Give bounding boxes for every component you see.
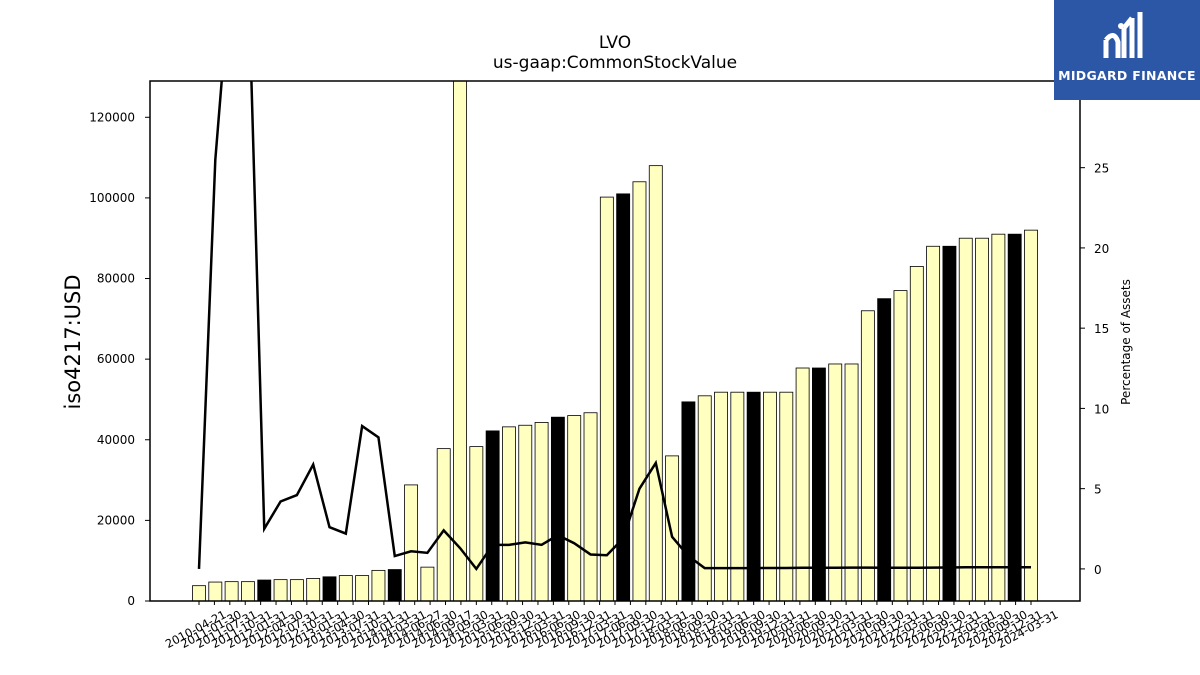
y-tick-label: 100000 [89, 191, 135, 205]
bar [436, 448, 451, 602]
bar [371, 569, 386, 602]
bar [860, 310, 875, 602]
bar [306, 578, 321, 602]
y-tick-label: 20000 [97, 513, 135, 527]
bar [714, 391, 728, 602]
bar [583, 412, 598, 602]
bar [224, 581, 239, 602]
y2-tick-label: 5 [1094, 483, 1102, 497]
line-series [197, 81, 1031, 572]
logo-mark-icon [1103, 12, 1143, 58]
bar [648, 165, 663, 602]
bar [746, 391, 761, 602]
bar [485, 430, 500, 602]
line-path [197, 81, 1031, 572]
bar [322, 576, 337, 602]
axes [149, 80, 1081, 602]
bar [795, 367, 810, 602]
bar [420, 566, 435, 602]
y2-tick-label: 15 [1094, 322, 1109, 336]
bar [518, 424, 533, 602]
y-ticks: 0 20000 40000 60000 80000 100000 120000 [89, 110, 150, 608]
y-tick-label: 0 [127, 594, 135, 608]
bar [942, 245, 957, 602]
bar [241, 581, 255, 602]
bar [404, 484, 419, 602]
brand-logo: MIDGARD FINANCE [1054, 0, 1200, 100]
bar [681, 401, 696, 602]
y-tick-label: 60000 [97, 352, 135, 366]
bar [763, 391, 777, 602]
x-ticks: 2010-04-212011-01-302011-07-312011-10-31… [163, 601, 1060, 651]
bar [697, 395, 712, 602]
bar-series [192, 80, 1038, 602]
y-axis-label: iso4217:USD [61, 274, 85, 409]
bar [811, 367, 826, 602]
y2-tick-label: 0 [1094, 563, 1102, 577]
bar [632, 181, 647, 602]
bar [550, 416, 565, 602]
plot-frame [149, 80, 1081, 602]
bar [665, 455, 680, 602]
bar [534, 422, 549, 602]
bar [730, 391, 745, 602]
bar [991, 233, 1006, 602]
bar [502, 426, 516, 602]
y-tick-label: 80000 [97, 272, 135, 286]
y2-axis-label: Percentage of Assets [1119, 279, 1133, 405]
bar [926, 245, 941, 602]
bar [958, 237, 973, 602]
bar [567, 415, 582, 602]
y2-ticks: 0 5 10 15 20 25 [1080, 162, 1109, 577]
brand-name: MIDGARD FINANCE [1058, 68, 1196, 83]
y-tick-label: 120000 [89, 110, 135, 124]
bar [909, 266, 924, 602]
bar [273, 579, 288, 602]
bar [779, 391, 794, 602]
bar [338, 575, 353, 602]
bar [893, 290, 908, 602]
bar [1024, 229, 1038, 602]
chart-subtitle: us-gaap:CommonStockValue [493, 53, 737, 73]
bar [877, 298, 892, 602]
bar [599, 196, 614, 602]
bar [192, 585, 206, 602]
bar [257, 579, 272, 602]
bar [469, 446, 484, 602]
y2-tick-label: 20 [1094, 242, 1109, 256]
bar [975, 237, 989, 602]
bar [453, 80, 467, 602]
bar [289, 579, 304, 602]
chart-title: LVO [599, 33, 631, 53]
bar [1007, 233, 1022, 602]
bar [828, 363, 843, 602]
bar [844, 363, 859, 602]
bar [387, 569, 402, 602]
bar [208, 581, 223, 602]
y2-tick-label: 25 [1094, 162, 1109, 176]
y2-tick-label: 10 [1094, 402, 1109, 416]
bar [355, 575, 370, 602]
y-tick-label: 40000 [97, 433, 135, 447]
